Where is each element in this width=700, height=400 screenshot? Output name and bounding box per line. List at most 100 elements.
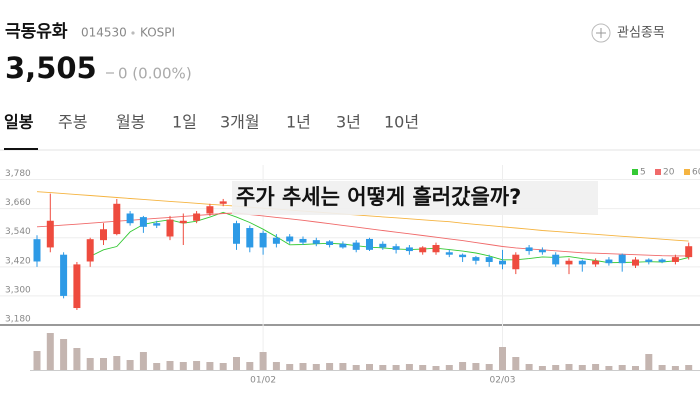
candle-body (286, 236, 294, 242)
candle-body (86, 239, 94, 262)
volume-bar (459, 362, 467, 370)
volume-bar (286, 364, 294, 370)
candle-body (419, 247, 427, 253)
volume-bar (179, 362, 187, 370)
volume-bar (312, 364, 320, 370)
candle-body (126, 213, 134, 224)
candle-body (299, 238, 307, 243)
volume-bar (499, 347, 506, 370)
x-tick-label: 01/02 (250, 376, 276, 386)
marks-layer: 5 20 60 (33, 168, 700, 370)
volume-bar (193, 361, 201, 370)
candle-body (605, 259, 613, 264)
y-tick-label: 3,660 (5, 198, 31, 208)
candle-body (326, 241, 334, 245)
candle-body (565, 260, 573, 265)
legend-swatch (655, 169, 661, 175)
candle-body (46, 220, 54, 248)
candle-body (73, 264, 81, 309)
volume-bar (485, 364, 493, 370)
candle-body (379, 243, 387, 248)
dot (131, 31, 135, 35)
period-tab[interactable]: 주봉 (58, 113, 87, 132)
volume-bar (100, 358, 107, 370)
period-tabs: 일봉 주봉 월봉 1일 3개월 1년 3년 10년 (4, 113, 419, 132)
candle-body (645, 259, 653, 262)
candle-body (246, 228, 254, 248)
candle-body (512, 254, 520, 270)
annotation: 주가 추세는 어떻게 흘러갔을까? (236, 185, 521, 209)
volume-bar (432, 366, 440, 370)
candle-body (552, 254, 560, 265)
candle-body (618, 254, 626, 264)
candle-body (166, 219, 174, 237)
legend-label: 20 (663, 168, 675, 178)
volume-bar (206, 362, 214, 370)
period-tab[interactable]: 3개월 (220, 113, 260, 132)
period-tab[interactable]: 월봉 (116, 113, 145, 132)
candle-body (60, 254, 68, 296)
volume-bar (86, 358, 94, 370)
volume-bar (33, 351, 41, 370)
volume-bar (472, 363, 480, 370)
legend-label: 60 (692, 168, 700, 178)
volume-bar (658, 365, 666, 370)
period-tab[interactable]: 3년 (336, 113, 361, 132)
candle-body (578, 260, 586, 265)
candle-body (459, 254, 467, 258)
period-tab[interactable]: 10년 (384, 113, 419, 132)
candle-body (339, 243, 347, 248)
volume-bar (565, 364, 573, 370)
plus-sign (596, 28, 606, 38)
volume-bar (299, 363, 307, 370)
volume-bar (618, 365, 626, 370)
legend-label: 5 (640, 168, 646, 178)
volume-bar (339, 363, 347, 370)
y-tick-label: 3,420 (5, 256, 31, 266)
volume-bar (352, 365, 360, 370)
x-tick-label: 02/03 (490, 376, 516, 386)
candle-body (405, 247, 413, 252)
candle-body (352, 242, 360, 250)
volume-bar (139, 352, 147, 370)
volume-bar (525, 364, 533, 370)
volume-bar (578, 365, 586, 370)
candle-body (432, 245, 440, 253)
volume-bar (113, 356, 121, 370)
candle-body (445, 252, 453, 255)
candle-body (193, 213, 201, 221)
legend-swatch (684, 169, 690, 175)
stock-code: 014530 (81, 26, 127, 40)
period-tab[interactable]: 1일 (172, 113, 197, 132)
plus-icon (591, 23, 611, 43)
watch-button[interactable]: 관심종목 (591, 23, 665, 43)
volume-bar (538, 366, 546, 370)
candle-body (259, 232, 267, 248)
y-tick-label: 3,540 (5, 227, 31, 237)
candle-body (219, 201, 227, 204)
moving-average-line (89, 211, 689, 264)
volume-bar (419, 365, 427, 370)
volume-bar (60, 339, 68, 370)
candle-body (592, 260, 600, 265)
candle-body (206, 206, 214, 214)
volume-bar (73, 348, 81, 370)
watch-label[interactable]: 관심종목 (617, 26, 665, 41)
candle-body (499, 260, 506, 265)
market: KOSPI (140, 26, 175, 40)
volume-bar (153, 363, 161, 370)
candle-body (100, 229, 107, 241)
candle-body (113, 203, 121, 235)
volume-bar (445, 365, 453, 370)
candle-body (685, 246, 693, 258)
period-tab[interactable]: 1년 (286, 113, 311, 132)
volume-bar (46, 333, 54, 370)
candle-body (525, 247, 533, 252)
price: 3,505 (5, 51, 97, 85)
candle-body (366, 238, 373, 250)
period-tab[interactable]: 일봉 (4, 113, 34, 132)
candle-body (33, 239, 41, 262)
candle-body (153, 223, 161, 226)
moving-average-line (36, 191, 689, 242)
